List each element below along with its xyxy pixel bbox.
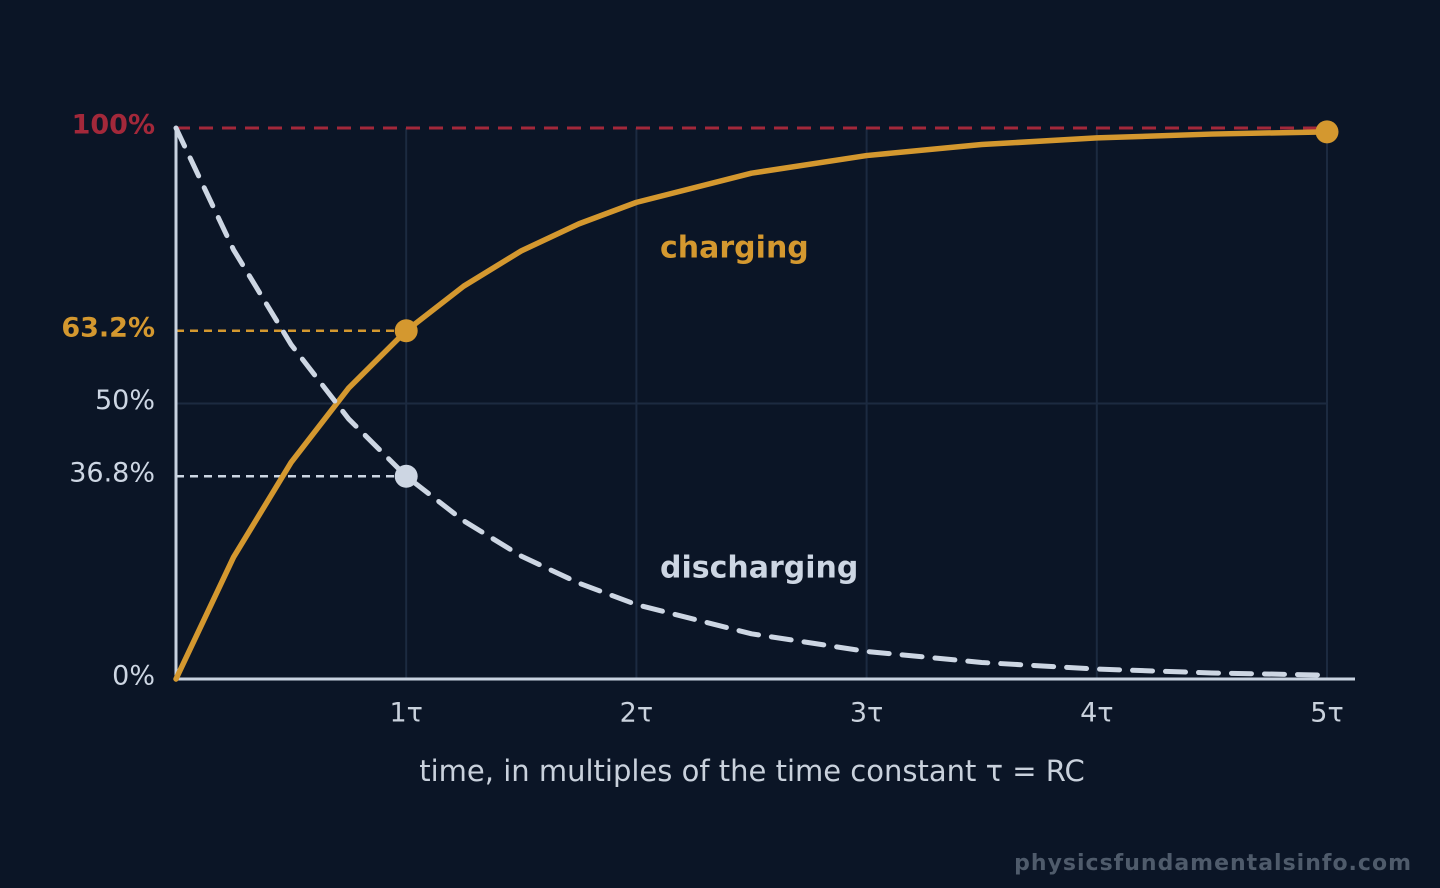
y-tick-label: 0% (112, 661, 155, 692)
y-tick-label: 63.2% (61, 312, 155, 343)
data-point (394, 319, 418, 343)
x-tick-label: 1τ (389, 698, 422, 729)
data-point (1315, 120, 1339, 144)
series-label: discharging (660, 551, 858, 586)
y-tick-label: 100% (72, 110, 155, 141)
source: physicsfundamentalsinfo.com (1014, 851, 1412, 876)
y-tick-label: 50% (95, 385, 155, 416)
x-axis-title: time, in multiples of the time constant … (419, 754, 1085, 788)
x-tick-label: 4τ (1080, 698, 1113, 729)
series-label: charging (660, 231, 809, 266)
series-line (173, 125, 1330, 678)
data-point (394, 464, 418, 488)
x-tick-label: 5τ (1310, 698, 1343, 729)
series-line (173, 129, 1330, 682)
y-tick-label: 36.8% (69, 458, 155, 489)
x-tick-label: 3τ (850, 698, 883, 729)
x-tick-label: 2τ (620, 698, 653, 729)
